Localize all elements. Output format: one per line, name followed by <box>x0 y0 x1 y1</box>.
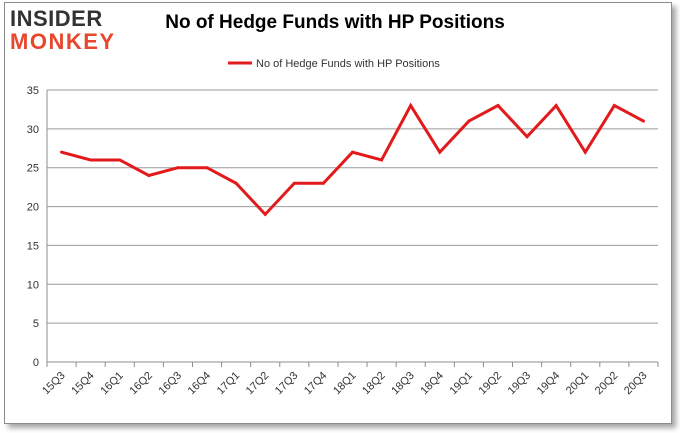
x-tick-label: 17Q3 <box>273 370 301 398</box>
data-point <box>409 104 413 108</box>
x-tick-label: 15Q4 <box>69 370 97 398</box>
data-point <box>612 104 616 108</box>
x-tick-label: 18Q1 <box>331 370 359 398</box>
x-tick-label: 20Q3 <box>622 370 650 398</box>
data-point <box>467 119 471 123</box>
x-tick-label: 16Q3 <box>157 370 185 398</box>
y-tick-label: 35 <box>27 85 39 97</box>
y-tick-label: 10 <box>27 279 39 291</box>
legend-label: No of Hedge Funds with HP Positions <box>256 58 440 70</box>
x-tick-label: 17Q1 <box>215 370 243 398</box>
chart-frame <box>4 2 672 424</box>
data-point <box>351 150 354 154</box>
y-tick-label: 15 <box>27 240 39 252</box>
data-point <box>380 158 384 162</box>
logo-line-2: MONKEY <box>10 29 116 54</box>
x-tick-label: 19Q4 <box>535 370 563 398</box>
y-tick-label: 5 <box>33 318 39 330</box>
data-point <box>321 181 325 185</box>
x-tick-label: 20Q2 <box>593 370 621 398</box>
y-axis: 0 5 10 15 20 25 30 35 <box>27 85 48 369</box>
x-tick-label: 19Q3 <box>506 370 534 398</box>
x-tick-label: 16Q1 <box>98 370 126 398</box>
data-point <box>147 173 151 177</box>
data-point <box>438 150 442 154</box>
x-tick-label: 18Q4 <box>418 370 446 398</box>
y-tick-label: 20 <box>27 202 39 214</box>
y-tick-label: 0 <box>33 357 39 369</box>
data-point <box>89 158 93 162</box>
chart-title: No of Hedge Funds with HP Positions <box>165 12 505 33</box>
x-tick-label: 15Q3 <box>40 370 68 398</box>
x-tick-label: 16Q2 <box>127 370 155 398</box>
insider-monkey-logo: INSIDER MONKEY <box>10 6 128 54</box>
data-point <box>205 166 209 170</box>
x-axis: 15Q3 15Q4 16Q1 16Q2 16Q3 16Q4 17Q1 17Q2 17Q3 17Q4… <box>40 361 659 398</box>
data-point <box>234 181 238 185</box>
series-layer <box>60 102 645 217</box>
y-tick-label: 30 <box>27 124 39 136</box>
x-tick-label: 20Q1 <box>564 370 592 398</box>
data-point <box>496 104 500 108</box>
logo-line-1: INSIDER <box>10 6 103 31</box>
x-tick-label: 19Q1 <box>447 370 475 398</box>
x-tick-label: 16Q4 <box>186 370 214 398</box>
series-line <box>61 102 645 217</box>
data-point <box>118 158 122 162</box>
data-point <box>525 135 529 139</box>
data-point <box>176 166 180 170</box>
data-point <box>641 119 645 123</box>
data-point <box>583 150 587 154</box>
data-point <box>554 104 558 108</box>
data-point <box>263 212 267 216</box>
x-tick-label: 19Q2 <box>477 370 505 398</box>
data-point <box>292 181 296 185</box>
x-tick-label: 17Q2 <box>244 370 272 398</box>
gridlines <box>47 89 658 363</box>
x-tick-label: 17Q4 <box>302 370 330 398</box>
x-tick-label: 18Q2 <box>360 370 388 398</box>
x-tick-label: 18Q3 <box>389 370 417 398</box>
data-point <box>60 150 64 154</box>
legend: No of Hedge Funds with HP Positions <box>228 58 440 70</box>
y-tick-label: 25 <box>27 163 39 175</box>
